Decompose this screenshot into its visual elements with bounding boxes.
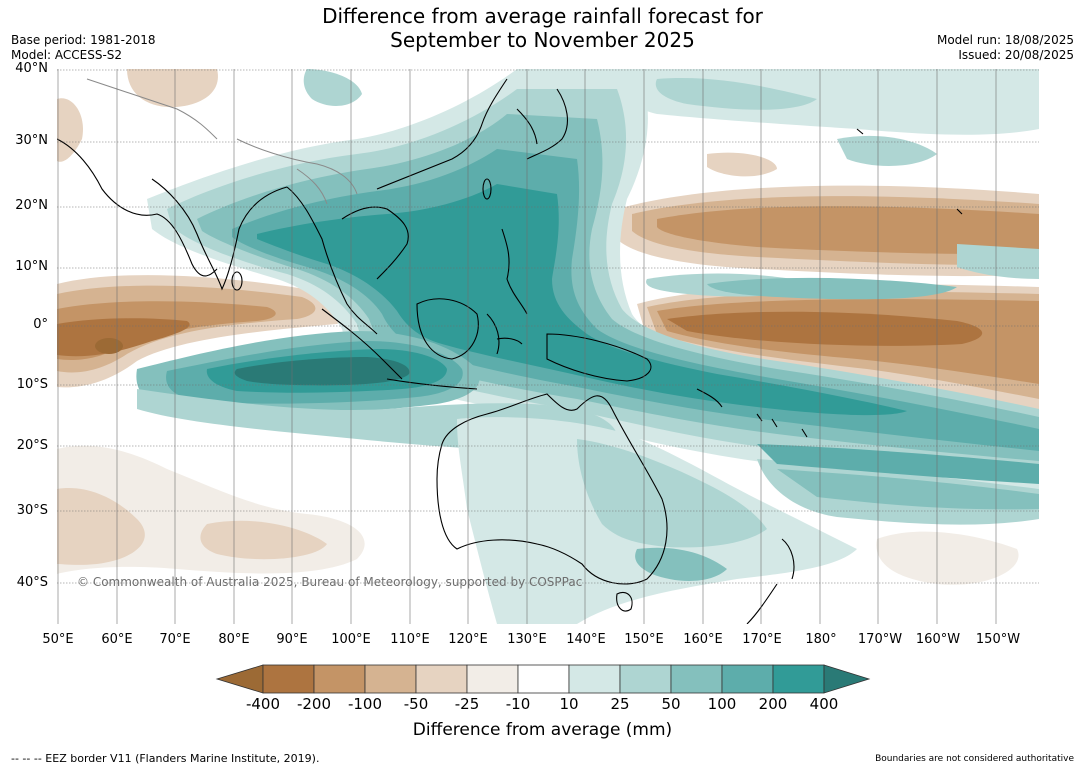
issued-date: Issued: 20/08/2025 [958, 48, 1074, 62]
colorbar-label: -25 [454, 695, 480, 713]
base-period: Base period: 1981-2018 [11, 33, 156, 47]
colorbar-cell [313, 664, 366, 694]
rainfall-map [57, 69, 1039, 624]
colorbar-labels: -400 -200 -100 -50 -25 -10 10 25 50 100 … [0, 695, 1085, 715]
copyright-text: © Commonwealth of Australia 2025, Bureau… [77, 575, 583, 589]
lon-label-180: 180° [805, 632, 837, 647]
lat-label-10s: 10°S [16, 377, 48, 392]
lon-label-170w: 170°W [857, 632, 903, 647]
lon-label-60e: 60°E [101, 632, 133, 647]
lat-label-40n: 40°N [15, 61, 48, 76]
boundaries-disclaimer: Boundaries are not considered authoritat… [875, 754, 1074, 764]
lon-label-150e: 150°E [624, 632, 664, 647]
lon-label-110e: 110°E [390, 632, 430, 647]
colorbar-arrow-left [215, 664, 264, 694]
colorbar-label: 10 [559, 695, 579, 713]
lon-label-160e: 160°E [683, 632, 723, 647]
lon-label-140e: 140°E [566, 632, 606, 647]
colorbar-label: -100 [347, 695, 383, 713]
map-canvas [57, 69, 1039, 624]
base-info: Base period: 1981-2018 Model: ACCESS-S2 [11, 33, 156, 63]
lon-label-90e: 90°E [276, 632, 308, 647]
colorbar-label: 400 [809, 695, 839, 713]
colorbar-cell [364, 664, 417, 694]
lon-label-70e: 70°E [159, 632, 191, 647]
lat-label-0: 0° [33, 317, 48, 332]
lat-label-20n: 20°N [15, 198, 48, 213]
model-name: Model: ACCESS-S2 [11, 48, 123, 62]
colorbar-cell [568, 664, 621, 694]
colorbar-arrow-right [823, 664, 871, 694]
colorbar-cell [517, 664, 570, 694]
colorbar-label: -200 [296, 695, 332, 713]
colorbar-cell [721, 664, 774, 694]
colorbar-label: 50 [661, 695, 681, 713]
lat-label-30n: 30°N [15, 133, 48, 148]
colorbar-label: -50 [403, 695, 429, 713]
colorbar-cell [772, 664, 825, 694]
colorbar-cell [262, 664, 315, 694]
colorbar-label: 25 [610, 695, 630, 713]
colorbar-title: Difference from average (mm) [412, 720, 673, 740]
lon-label-160w: 160°W [915, 632, 961, 647]
lon-label-130e: 130°E [507, 632, 547, 647]
colorbar-label: 200 [758, 695, 788, 713]
map-title: Difference from average rainfall forecas… [0, 4, 1085, 52]
lat-label-30s: 30°S [16, 503, 48, 518]
colorbar-label: 100 [707, 695, 737, 713]
colorbar-cell [670, 664, 723, 694]
lat-label-10n: 10°N [15, 259, 48, 274]
colorbar-cell [619, 664, 672, 694]
lon-label-80e: 80°E [218, 632, 250, 647]
title-line-1: Difference from average rainfall forecas… [322, 4, 763, 28]
colorbar-label: -400 [245, 695, 281, 713]
colorbar-cell [466, 664, 519, 694]
lon-label-100e: 100°E [331, 632, 371, 647]
colorbar [215, 664, 871, 694]
run-info: Model run: 18/08/2025 Issued: 20/08/2025 [937, 33, 1074, 63]
lon-label-170e: 170°E [742, 632, 782, 647]
colorbar-label: -10 [505, 695, 531, 713]
title-line-2: September to November 2025 [390, 28, 695, 52]
lon-label-150w: 150°W [975, 632, 1021, 647]
lat-label-40s: 40°S [16, 575, 48, 590]
colorbar-cell [415, 664, 468, 694]
eez-border-note: -- -- -- EEZ border V11 (Flanders Marine… [11, 752, 320, 765]
lat-label-20s: 20°S [16, 438, 48, 453]
model-run: Model run: 18/08/2025 [936, 33, 1074, 47]
lon-label-50e: 50°E [42, 632, 74, 647]
lon-label-120e: 120°E [448, 632, 488, 647]
